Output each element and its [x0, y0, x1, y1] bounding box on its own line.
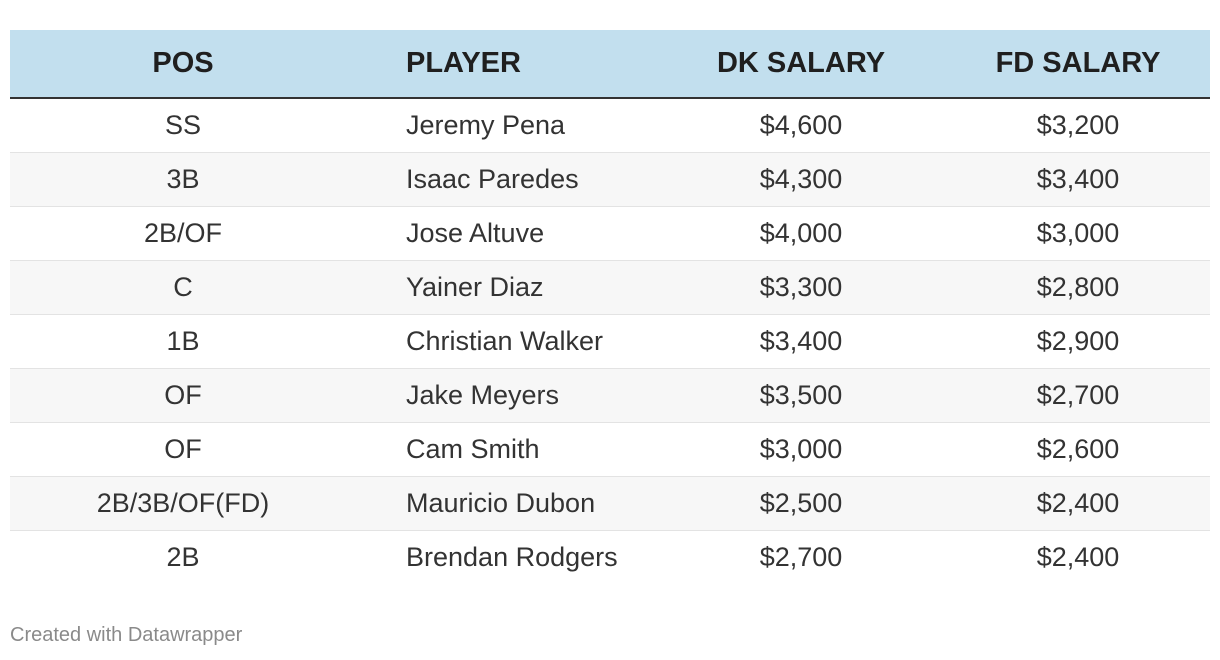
cell-fd-salary: $3,400: [946, 152, 1210, 207]
table-row: OF Cam Smith $3,000 $2,600: [10, 422, 1210, 477]
cell-player: Jake Meyers: [356, 368, 656, 423]
cell-pos: 1B: [10, 314, 356, 369]
cell-player: Mauricio Dubon: [356, 476, 656, 531]
table-row: SS Jeremy Pena $4,600 $3,200: [10, 98, 1210, 153]
table-header-row: POS PLAYER DK SALARY FD SALARY: [10, 30, 1210, 99]
cell-fd-salary: $2,800: [946, 260, 1210, 315]
table-body: SS Jeremy Pena $4,600 $3,200 3B Isaac Pa…: [10, 98, 1210, 584]
cell-player: Jeremy Pena: [356, 98, 656, 153]
cell-player: Cam Smith: [356, 422, 656, 477]
table-row: 1B Christian Walker $3,400 $2,900: [10, 314, 1210, 369]
column-header-fd-salary[interactable]: FD SALARY: [946, 30, 1210, 99]
cell-player: Christian Walker: [356, 314, 656, 369]
cell-dk-salary: $4,300: [656, 152, 946, 207]
cell-pos: 2B: [166, 541, 200, 572]
cell-pos: SS: [10, 98, 356, 153]
cell-fd-salary: $2,900: [946, 314, 1210, 369]
cell-dk-salary: $3,400: [656, 314, 946, 369]
datawrapper-credit[interactable]: Created with Datawrapper: [10, 624, 243, 646]
cell-dk-salary: $3,000: [656, 422, 946, 477]
cell-dk-salary: $4,000: [656, 206, 946, 261]
cell-dk-salary: $4,600: [656, 98, 946, 153]
table-row: C Yainer Diaz $3,300 $2,800: [10, 260, 1210, 315]
column-header-dk-salary[interactable]: DK SALARY: [656, 30, 946, 99]
cell-fd-salary: $2,700: [946, 368, 1210, 423]
cell-dk-salary: $2,500: [656, 476, 946, 531]
cell-player: Brendan Rodgers: [406, 541, 618, 572]
column-header-pos[interactable]: POS: [10, 30, 356, 99]
cell-player: Isaac Paredes: [356, 152, 656, 207]
table-row: 2B/OF Jose Altuve $4,000 $3,000: [10, 206, 1210, 261]
table-row: 2B/3B/OF(FD) Mauricio Dubon $2,500 $2,40…: [10, 476, 1210, 531]
cell-pos: 2B/OF: [10, 206, 356, 261]
cell-fd-salary: $2,400: [946, 476, 1210, 531]
table-row: 2B Brendan Rodgers $2,700 $2,400: [10, 530, 1210, 584]
cell-pos: 2B/3B/OF(FD): [10, 476, 356, 531]
table-row: OF Jake Meyers $3,500 $2,700: [10, 368, 1210, 423]
cell-fd-salary: $3,000: [946, 206, 1210, 261]
cell-fd-salary: $3,200: [946, 98, 1210, 153]
column-header-player[interactable]: PLAYER: [356, 30, 656, 99]
cell-player: Yainer Diaz: [356, 260, 656, 315]
cell-pos: C: [10, 260, 356, 315]
salary-table: POS PLAYER DK SALARY FD SALARY SS Jeremy…: [10, 30, 1210, 584]
cell-dk-salary: $3,500: [656, 368, 946, 423]
cell-pos: 3B: [10, 152, 356, 207]
cell-fd-salary: $2,600: [946, 422, 1210, 477]
cell-player: Jose Altuve: [356, 206, 656, 261]
cell-dk-salary: $3,300: [656, 260, 946, 315]
table-row: 3B Isaac Paredes $4,300 $3,400: [10, 152, 1210, 207]
cell-pos: OF: [10, 368, 356, 423]
cell-pos: OF: [10, 422, 356, 477]
cell-dk-salary: $2,700: [759, 541, 843, 572]
cell-fd-salary: $2,400: [1036, 541, 1120, 572]
salary-table-container: POS PLAYER DK SALARY FD SALARY SS Jeremy…: [10, 30, 1210, 584]
